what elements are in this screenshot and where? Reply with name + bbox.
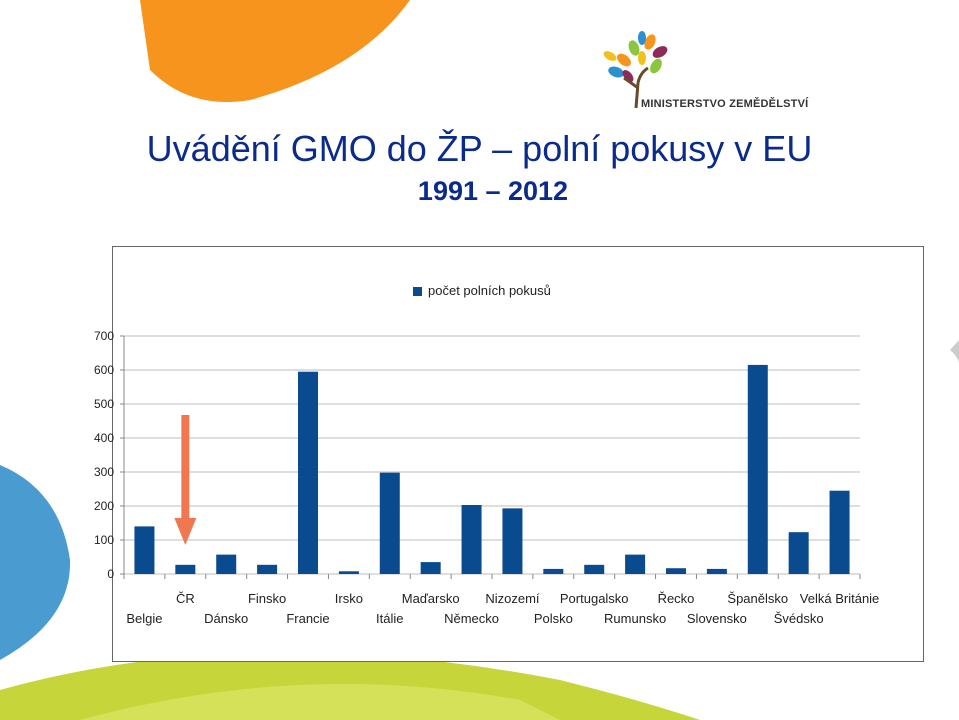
x-tick-label: Německo	[444, 611, 499, 626]
bar	[788, 532, 809, 574]
logo-text: MINISTERSTVO ZEMĚDĚLSTVÍ	[641, 98, 809, 110]
bar	[257, 564, 278, 574]
slide-subtitle: 1991 – 2012	[417, 176, 569, 206]
ministry-logo	[603, 31, 668, 109]
orange-swoosh-shape	[140, 0, 410, 102]
slide-title: Uvádění GMO do ŽP – polní pokusy v EU	[146, 128, 813, 169]
y-tick-label: 0	[107, 567, 114, 581]
x-tick-label: Portugalsko	[560, 591, 629, 606]
bar	[298, 371, 318, 574]
x-tick-label: Dánsko	[204, 611, 248, 626]
bar	[502, 508, 523, 574]
bar	[747, 364, 768, 574]
x-tick-label: Francie	[286, 611, 329, 626]
x-tick-label: Polsko	[534, 611, 573, 626]
bar	[420, 562, 441, 574]
x-tick-label: Švédsko	[774, 611, 824, 626]
x-tick-label: Itálie	[376, 611, 403, 626]
bar	[829, 490, 850, 574]
legend-swatch	[413, 287, 422, 296]
bar	[706, 568, 727, 574]
grey-tail-shape	[950, 340, 959, 372]
y-tick-label: 100	[94, 533, 114, 547]
highlight-arrow-shaft	[181, 415, 190, 518]
y-tick-label: 700	[94, 329, 114, 343]
x-tick-label: Maďarsko	[402, 591, 460, 606]
bar	[379, 472, 400, 574]
highlight-arrow-head	[174, 518, 197, 545]
bar	[134, 526, 155, 574]
bar	[625, 554, 646, 574]
chart-frame	[112, 246, 924, 662]
bar	[175, 564, 196, 574]
y-tick-label: 500	[94, 397, 114, 411]
x-tick-label: Irsko	[335, 591, 363, 606]
blue-swoosh-shape	[0, 465, 71, 660]
x-tick-label: Belgie	[126, 611, 162, 626]
y-tick-label: 400	[94, 431, 114, 445]
x-tick-label: Nizozemí	[485, 591, 540, 606]
y-tick-label: 200	[94, 499, 114, 513]
x-tick-label: Španělsko	[727, 591, 788, 606]
legend-label: počet polních pokusů	[428, 283, 551, 298]
x-tick-label: ČR	[176, 591, 195, 606]
bar	[543, 568, 564, 574]
y-tick-label: 300	[94, 465, 114, 479]
x-tick-label: Velká Británie	[800, 591, 880, 606]
bar	[666, 568, 686, 574]
bar	[338, 571, 359, 574]
x-tick-label: Slovensko	[687, 611, 747, 626]
x-tick-label: Řecko	[658, 591, 695, 606]
bar	[461, 504, 482, 574]
x-tick-label: Finsko	[248, 591, 286, 606]
x-tick-label: Rumunsko	[604, 611, 666, 626]
light-green-swoosh-shape	[80, 684, 560, 720]
y-tick-label: 600	[94, 363, 114, 377]
chart-legend: počet polních pokusů	[413, 283, 551, 298]
bar	[216, 554, 237, 574]
bar	[584, 564, 605, 574]
